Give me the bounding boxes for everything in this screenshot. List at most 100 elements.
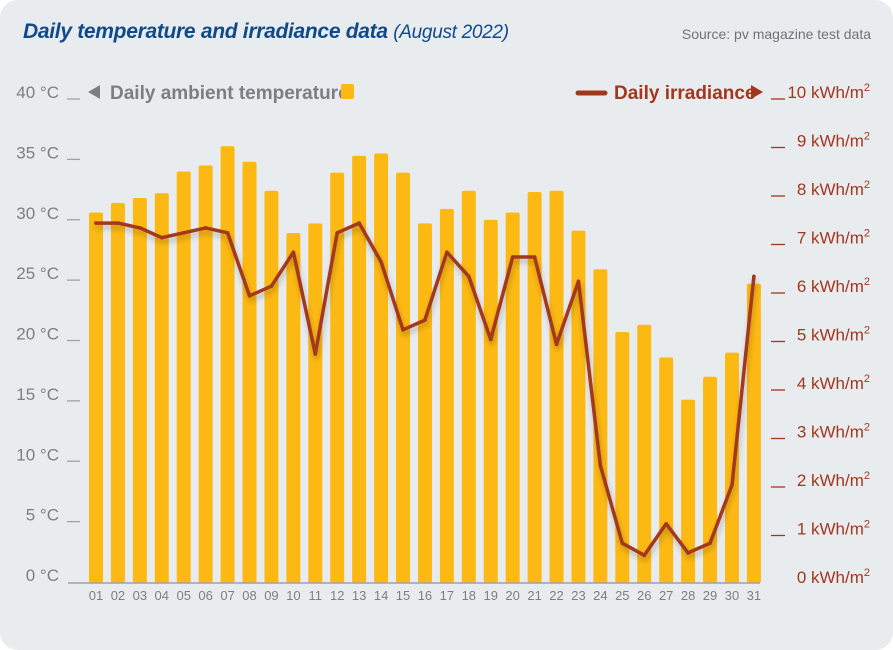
right-tick-label: 6 kWh/m2 bbox=[797, 276, 870, 296]
irradiance-point bbox=[488, 337, 493, 342]
chart-title-subtitle: (August 2022) bbox=[393, 22, 509, 43]
irradiance-point bbox=[620, 541, 625, 545]
irradiance-point bbox=[708, 541, 712, 545]
x-tick-label: 24 bbox=[593, 588, 607, 603]
right-tick-label: 8 kWh/m2 bbox=[797, 179, 870, 199]
left-tick-label: 0 °C bbox=[26, 566, 59, 585]
irradiance-point bbox=[752, 274, 756, 279]
x-tick-label: 16 bbox=[418, 588, 432, 603]
right-tick-label: 2 kWh/m2 bbox=[797, 470, 870, 490]
temperature-bars bbox=[89, 146, 761, 584]
irradiance-point bbox=[181, 231, 186, 235]
x-tick-label: 23 bbox=[571, 588, 585, 603]
irradiance-point bbox=[138, 226, 142, 230]
right-axis: 0 kWh/m2 1 kWh/m2 2 kWh/m2 3 kWh/m2 4 kWh/m2… bbox=[771, 82, 870, 587]
x-tick-label: 04 bbox=[155, 588, 169, 603]
temperature-bar bbox=[330, 172, 345, 583]
legend-right-arrow-icon bbox=[751, 85, 763, 99]
temperature-bar bbox=[703, 376, 718, 583]
irradiance-point bbox=[116, 221, 120, 225]
x-tick-label: 12 bbox=[330, 588, 344, 603]
temperature-bar bbox=[505, 212, 520, 583]
irradiance-point bbox=[159, 235, 164, 240]
irradiance-point bbox=[291, 250, 296, 254]
x-tick-label: 31 bbox=[747, 588, 761, 603]
x-tick-label: 17 bbox=[440, 588, 454, 603]
temperature-bar bbox=[461, 190, 476, 583]
legend-temperature-swatch bbox=[341, 84, 354, 99]
irradiance-point bbox=[510, 255, 515, 259]
temperature-bar bbox=[264, 190, 279, 583]
temperature-bar bbox=[746, 283, 761, 583]
left-tick-label: 15 °C bbox=[16, 385, 59, 404]
x-tick-label: 29 bbox=[703, 588, 717, 603]
irradiance-point bbox=[423, 318, 427, 322]
irradiance-point bbox=[313, 352, 318, 356]
right-tick-label: 5 kWh/m2 bbox=[797, 325, 870, 345]
irradiance-point bbox=[335, 231, 340, 235]
temperature-bar bbox=[637, 324, 652, 583]
left-tick-label: 30 °C bbox=[16, 204, 59, 223]
left-tick-label: 35 °C bbox=[16, 143, 59, 162]
irradiance-point bbox=[642, 553, 647, 558]
irradiance-point bbox=[730, 483, 734, 487]
irradiance-line-group bbox=[94, 221, 756, 558]
temperature-bar bbox=[132, 198, 147, 583]
irradiance-point bbox=[225, 231, 230, 235]
x-tick-label: 27 bbox=[659, 588, 673, 603]
temperature-bar bbox=[439, 208, 454, 583]
x-tick-label: 19 bbox=[484, 588, 498, 603]
legend-temperature-label: Daily ambient temperature bbox=[110, 83, 349, 104]
x-tick-label: 30 bbox=[725, 588, 739, 603]
irradiance-point bbox=[203, 226, 208, 230]
temperature-bar bbox=[198, 165, 213, 583]
temperature-bar bbox=[286, 233, 301, 583]
left-tick-label: 25 °C bbox=[16, 264, 59, 283]
irradiance-point bbox=[269, 284, 274, 288]
right-tick-label: 1 kWh/m2 bbox=[797, 519, 870, 539]
chart-source: Source: pv magazine test data bbox=[681, 26, 871, 42]
x-tick-label: 26 bbox=[637, 588, 651, 603]
irradiance-point bbox=[401, 328, 405, 332]
x-tick-label: 02 bbox=[111, 588, 125, 603]
x-tick-label: 05 bbox=[176, 588, 190, 603]
right-tick-label: 3 kWh/m2 bbox=[797, 422, 870, 442]
x-tick-label: 14 bbox=[374, 588, 388, 603]
x-tick-label: 08 bbox=[242, 588, 256, 603]
x-tick-label: 28 bbox=[681, 588, 695, 603]
irradiance-point bbox=[532, 255, 537, 259]
irradiance-point bbox=[554, 342, 559, 347]
legend-irradiance-label: Daily irradiance bbox=[614, 83, 756, 104]
temperature-bar bbox=[615, 332, 630, 583]
temperature-bar bbox=[89, 212, 103, 583]
left-tick-label: 10 °C bbox=[16, 445, 59, 464]
right-tick-label: 0 kWh/m2 bbox=[797, 567, 870, 587]
temperature-bar bbox=[352, 155, 367, 583]
irradiance-point bbox=[445, 250, 449, 254]
temperature-bar bbox=[220, 146, 235, 583]
temperature-bar bbox=[154, 193, 169, 583]
legend-left-arrow-icon bbox=[88, 85, 100, 99]
temperature-bar bbox=[593, 269, 608, 583]
irradiance-point bbox=[94, 221, 98, 225]
temperature-bar bbox=[659, 357, 674, 583]
left-tick-label: 20 °C bbox=[16, 325, 59, 344]
left-tick-label: 5 °C bbox=[26, 506, 59, 525]
temperature-bar bbox=[110, 202, 125, 583]
irradiance-point bbox=[576, 279, 581, 284]
temperature-bar bbox=[527, 191, 542, 584]
irradiance-point bbox=[379, 260, 383, 264]
temperature-bar bbox=[724, 352, 739, 583]
x-tick-label: 07 bbox=[220, 588, 234, 603]
x-tick-label: 06 bbox=[198, 588, 212, 603]
x-tick-label: 21 bbox=[527, 588, 541, 603]
x-tick-label: 20 bbox=[505, 588, 519, 603]
x-tick-label: 03 bbox=[133, 588, 147, 603]
right-tick-label: 10 kWh/m2 bbox=[787, 82, 870, 102]
x-tick-label: 13 bbox=[352, 588, 366, 603]
left-axis: 0 °C 5 °C 10 °C 15 °C 20 °C 25 °C 30 °C 35 °C 40… bbox=[16, 83, 80, 585]
temperature-bar bbox=[549, 190, 564, 583]
temperature-bar bbox=[242, 161, 257, 584]
